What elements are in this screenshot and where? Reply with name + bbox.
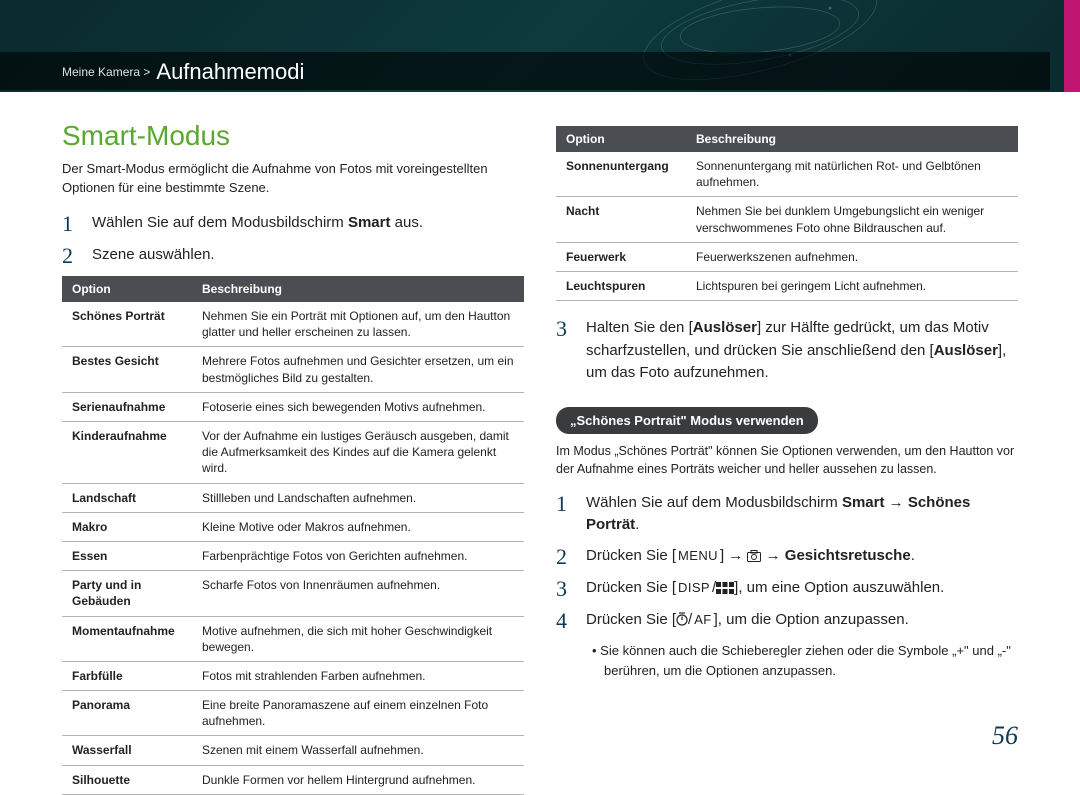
menu-button-label: MENU: [676, 548, 720, 563]
option-cell: Essen: [62, 541, 192, 570]
step-text: Drücken Sie [DISP/], um eine Option ausz…: [586, 577, 944, 600]
option-cell: Panorama: [62, 691, 192, 736]
option-cell: Silhouette: [62, 765, 192, 794]
table-row: SerienaufnahmeFotoserie eines sich beweg…: [62, 392, 524, 421]
step-text: Halten Sie den [Auslöser] zur Hälfte ged…: [586, 317, 1018, 385]
option-cell: Nacht: [556, 197, 686, 242]
table-row: MakroKleine Motive oder Makros aufnehmen…: [62, 512, 524, 541]
table-row: NachtNehmen Sie bei dunklem Umgebungslic…: [556, 197, 1018, 242]
table-row: LeuchtspurenLichtspuren bei geringem Lic…: [556, 271, 1018, 300]
right-column: Option Beschreibung SonnenuntergangSonne…: [556, 120, 1018, 795]
step-number: 1: [62, 212, 80, 236]
description-cell: Feuerwerkszenen aufnehmen.: [686, 242, 1018, 271]
description-cell: Fotos mit strahlenden Farben aufnehmen.: [192, 661, 524, 690]
note-text: • Sie können auch die Schieberegler zieh…: [556, 641, 1018, 680]
table-row: PanoramaEine breite Panoramaszene auf ei…: [62, 691, 524, 736]
left-steps: 1 Wählen Sie auf dem Modusbildschirm Sma…: [62, 212, 524, 268]
breadcrumb-current: Aufnahmemodi: [156, 59, 304, 85]
table-row: LandschaftStillleben und Landschaften au…: [62, 483, 524, 512]
description-cell: Motive aufnehmen, die sich mit hoher Ges…: [192, 616, 524, 661]
table-row: Bestes GesichtMehrere Fotos aufnehmen un…: [62, 347, 524, 392]
timer-icon: [676, 612, 688, 626]
description-cell: Stillleben und Landschaften aufnehmen.: [192, 483, 524, 512]
grid-icon: [716, 582, 734, 594]
option-cell: Landschaft: [62, 483, 192, 512]
table-row: Schönes PorträtNehmen Sie ein Porträt mi…: [62, 302, 524, 347]
page-number: 56: [992, 721, 1018, 751]
table-header-option: Option: [62, 276, 192, 302]
option-cell: Leuchtspuren: [556, 271, 686, 300]
table-row: FeuerwerkFeuerwerkszenen aufnehmen.: [556, 242, 1018, 271]
description-cell: Farbenprächtige Fotos von Gerichten aufn…: [192, 541, 524, 570]
table-row: MomentaufnahmeMotive aufnehmen, die sich…: [62, 616, 524, 661]
intro-text: Der Smart-Modus ermöglicht die Aufnahme …: [62, 160, 524, 198]
table-row: SilhouetteDunkle Formen vor hellem Hinte…: [62, 765, 524, 794]
description-cell: Szenen mit einem Wasserfall aufnehmen.: [192, 736, 524, 765]
description-cell: Nehmen Sie bei dunklem Umgebungslicht ei…: [686, 197, 1018, 242]
description-cell: Vor der Aufnahme ein lustiges Geräusch a…: [192, 422, 524, 484]
step-number: 1: [556, 492, 574, 516]
description-cell: Dunkle Formen vor hellem Hintergrund auf…: [192, 765, 524, 794]
description-cell: Fotoserie eines sich bewegenden Motivs a…: [192, 392, 524, 421]
step-number: 2: [556, 545, 574, 569]
option-cell: Makro: [62, 512, 192, 541]
step-text: Wählen Sie auf dem Modusbildschirm Smart…: [586, 492, 1018, 537]
description-cell: Sonnenuntergang mit natürlichen Rot- und…: [686, 152, 1018, 197]
left-column: Smart-Modus Der Smart-Modus ermöglicht d…: [62, 120, 524, 795]
option-cell: Farbfülle: [62, 661, 192, 690]
step-text: Wählen Sie auf dem Modusbildschirm Smart…: [92, 212, 423, 235]
right-options-table: Option Beschreibung SonnenuntergangSonne…: [556, 126, 1018, 301]
option-cell: Schönes Porträt: [62, 302, 192, 347]
option-cell: Sonnenuntergang: [556, 152, 686, 197]
description-cell: Eine breite Panoramaszene auf einem einz…: [192, 691, 524, 736]
disp-button-label: DISP: [676, 580, 712, 595]
step-number: 3: [556, 577, 574, 601]
table-row: SonnenuntergangSonnenuntergang mit natür…: [556, 152, 1018, 197]
step-text: Szene auswählen.: [92, 244, 215, 267]
step-text: Drücken Sie [/AF], um die Option anzupas…: [586, 609, 909, 632]
step-number: 4: [556, 609, 574, 633]
portrait-steps: 1 Wählen Sie auf dem Modusbildschirm Sma…: [556, 492, 1018, 634]
table-row: FarbfülleFotos mit strahlenden Farben au…: [62, 661, 524, 690]
table-row: EssenFarbenprächtige Fotos von Gerichten…: [62, 541, 524, 570]
table-header-option: Option: [556, 126, 686, 152]
option-cell: Feuerwerk: [556, 242, 686, 271]
right-step3: 3 Halten Sie den [Auslöser] zur Hälfte g…: [556, 317, 1018, 385]
table-header-description: Beschreibung: [192, 276, 524, 302]
option-cell: Wasserfall: [62, 736, 192, 765]
description-cell: Lichtspuren bei geringem Licht aufnehmen…: [686, 271, 1018, 300]
step-text: Drücken Sie [MENU] → → Gesichtsretusche.: [586, 545, 915, 568]
option-cell: Bestes Gesicht: [62, 347, 192, 392]
option-cell: Serienaufnahme: [62, 392, 192, 421]
step-number: 3: [556, 317, 574, 341]
description-cell: Nehmen Sie ein Porträt mit Optionen auf,…: [192, 302, 524, 347]
description-cell: Kleine Motive oder Makros aufnehmen.: [192, 512, 524, 541]
description-cell: Scharfe Fotos von Innenräumen aufnehmen.: [192, 571, 524, 616]
option-cell: Momentaufnahme: [62, 616, 192, 661]
left-options-table: Option Beschreibung Schönes PorträtNehme…: [62, 276, 524, 795]
camera-icon: [747, 550, 761, 562]
breadcrumb-parent: Meine Kamera >: [62, 65, 150, 79]
option-cell: Party und in Gebäuden: [62, 571, 192, 616]
step-number: 2: [62, 244, 80, 268]
section-title: Smart-Modus: [62, 120, 524, 152]
table-row: KinderaufnahmeVor der Aufnahme ein lusti…: [62, 422, 524, 484]
table-row: Party und in GebäudenScharfe Fotos von I…: [62, 571, 524, 616]
option-cell: Kinderaufnahme: [62, 422, 192, 484]
af-button-label: AF: [692, 612, 713, 627]
table-row: WasserfallSzenen mit einem Wasserfall au…: [62, 736, 524, 765]
breadcrumb: Meine Kamera > Aufnahmemodi: [0, 52, 1080, 92]
table-header-description: Beschreibung: [686, 126, 1018, 152]
subsection-pill: „Schönes Portrait" Modus verwenden: [556, 407, 818, 434]
description-cell: Mehrere Fotos aufnehmen und Gesichter er…: [192, 347, 524, 392]
subsection-intro: Im Modus „Schönes Porträt" können Sie Op…: [556, 442, 1018, 478]
